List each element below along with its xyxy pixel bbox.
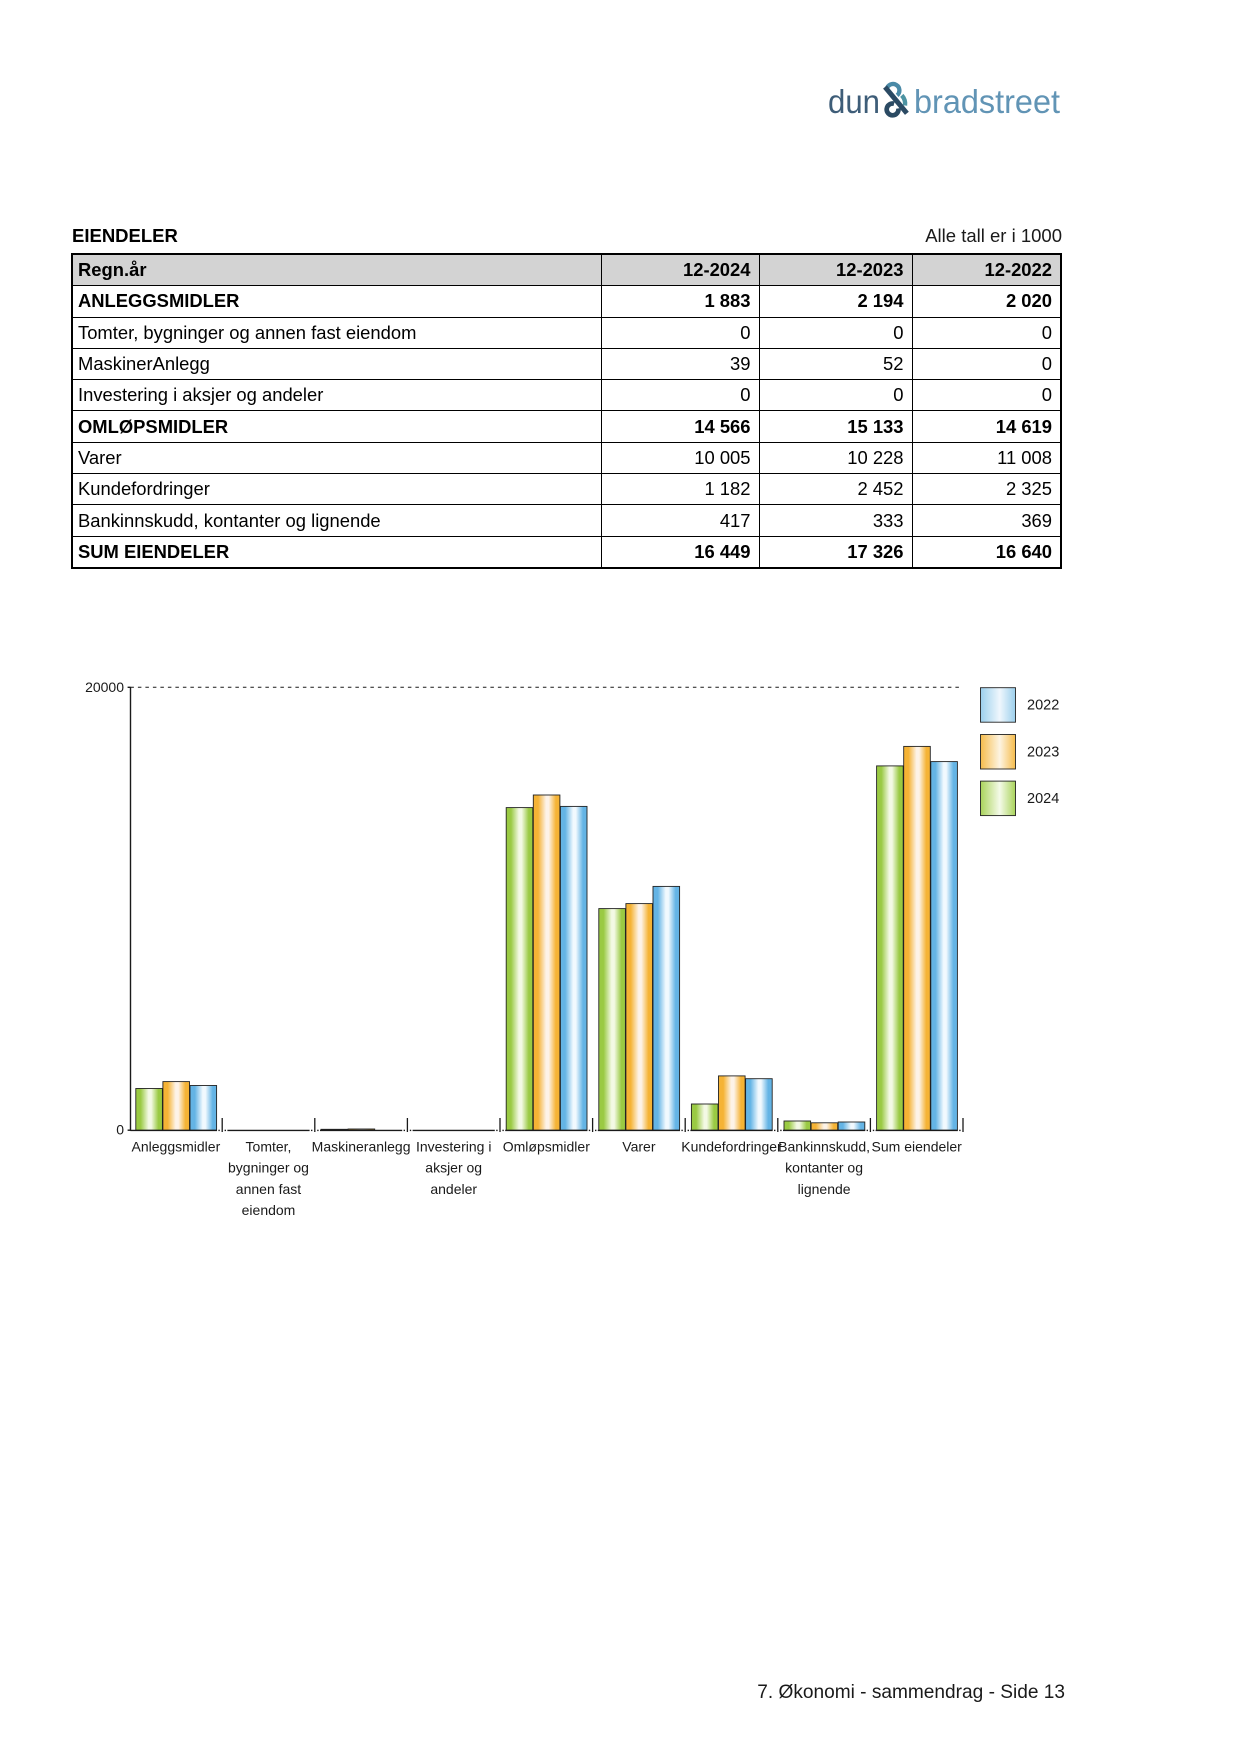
svg-text:dun: dun (828, 83, 880, 120)
svg-text:0: 0 (116, 1122, 124, 1138)
svg-text:2022: 2022 (1027, 698, 1059, 714)
svg-text:Kundefordringer: Kundefordringer (681, 1138, 782, 1154)
svg-text:Maskineranlegg: Maskineranlegg (312, 1138, 411, 1154)
svg-text:kontanter og: kontanter og (785, 1160, 863, 1176)
svg-text:bygninger og: bygninger og (228, 1160, 309, 1176)
svg-text:2023: 2023 (1027, 744, 1059, 760)
svg-text:Omløpsmidler: Omløpsmidler (503, 1138, 590, 1154)
svg-text:annen fast: annen fast (236, 1181, 301, 1197)
svg-text:lignende: lignende (798, 1181, 851, 1197)
svg-text:andeler: andeler (430, 1181, 477, 1197)
svg-text:Bankinnskudd,: Bankinnskudd, (778, 1138, 870, 1154)
svg-text:20000: 20000 (85, 679, 124, 695)
svg-text:Tomter,: Tomter, (246, 1138, 292, 1154)
svg-text:Varer: Varer (622, 1138, 656, 1154)
svg-text:Anleggsmidler: Anleggsmidler (132, 1138, 221, 1154)
svg-text:2024: 2024 (1027, 791, 1059, 807)
svg-text:Investering i: Investering i (416, 1138, 491, 1154)
svg-text:Sum eiendeler: Sum eiendeler (872, 1138, 963, 1154)
svg-text:bradstreet: bradstreet (914, 83, 1060, 120)
svg-text:aksjer og: aksjer og (425, 1160, 482, 1176)
svg-text:eiendom: eiendom (242, 1202, 296, 1218)
